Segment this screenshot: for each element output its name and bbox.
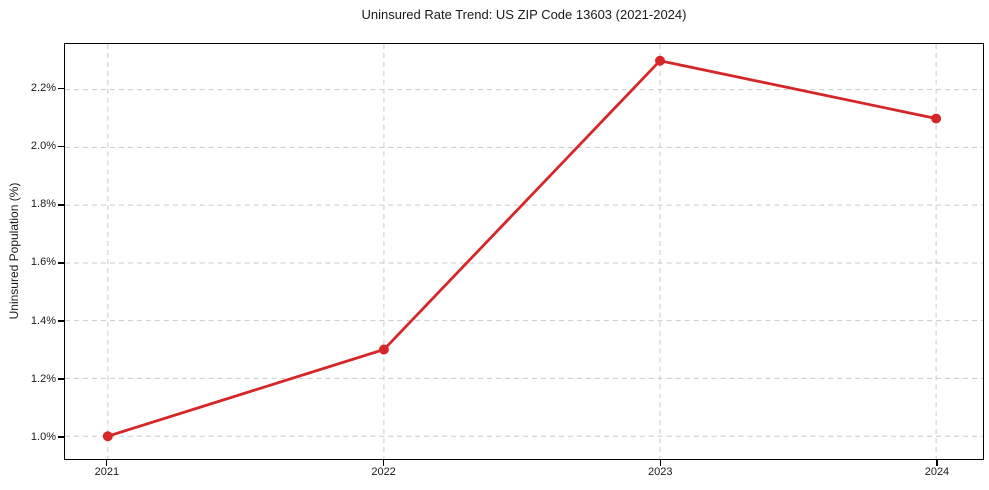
y-tick-mark <box>58 436 64 438</box>
data-point <box>931 113 942 124</box>
x-tick-mark <box>106 460 108 466</box>
x-tick-mark <box>936 460 938 466</box>
y-tick-mark <box>58 262 64 264</box>
trend-line <box>106 59 938 438</box>
y-tick-label: 1.0% <box>30 430 56 443</box>
y-tick-label: 2.2% <box>30 82 56 95</box>
plot-area <box>64 43 984 460</box>
chart-title: Uninsured Rate Trend: US ZIP Code 13603 … <box>361 7 687 22</box>
x-tick-label: 2023 <box>648 466 673 478</box>
x-tick-mark <box>659 460 661 466</box>
data-point <box>378 344 389 355</box>
y-tick-mark <box>58 378 64 380</box>
y-tick-label: 2.0% <box>30 140 56 153</box>
y-tick-label: 1.4% <box>30 314 56 327</box>
x-tick-label: 2021 <box>94 466 120 478</box>
data-point <box>102 431 113 442</box>
x-tick-label: 2022 <box>371 466 396 478</box>
data-point <box>655 55 665 66</box>
y-tick-mark <box>58 320 64 322</box>
y-tick-mark <box>58 204 64 206</box>
y-tick-label: 1.2% <box>30 372 56 385</box>
y-tick-label: 1.8% <box>30 198 56 211</box>
x-tick-mark <box>382 460 385 466</box>
y-tick-mark <box>58 88 64 90</box>
y-tick-label: 1.6% <box>30 256 56 269</box>
y-tick-mark <box>58 146 64 148</box>
x-tick-label: 2024 <box>924 466 950 478</box>
plot-canvas <box>65 44 983 459</box>
